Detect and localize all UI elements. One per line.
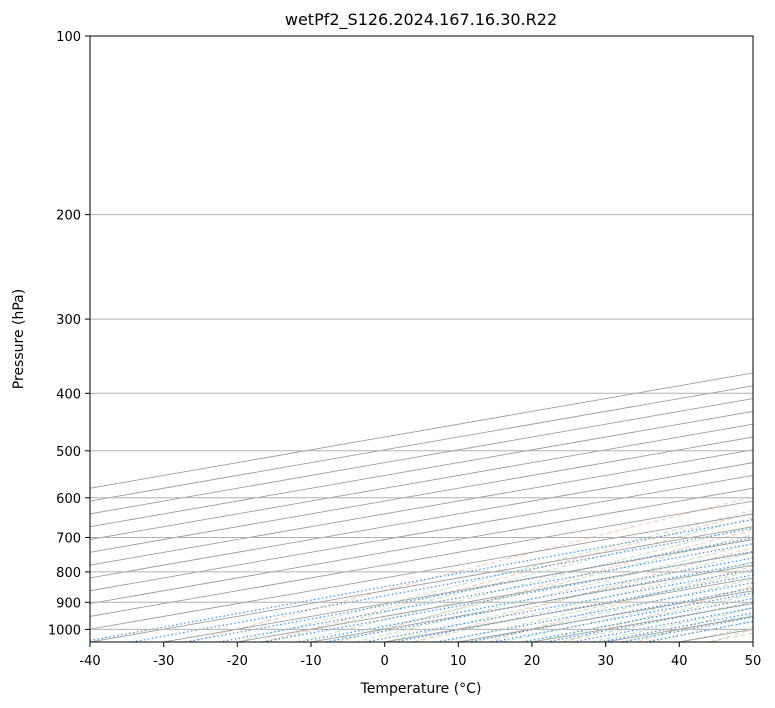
moist-adiabat [384, 552, 753, 642]
isotherms [90, 372, 753, 642]
isotherm-line [90, 372, 753, 489]
y-axis-ticks: 100 200 300 400 500 600 700 800 900 1000 [48, 30, 90, 638]
x-tick-label: -30 [153, 654, 174, 669]
dry-adiabat [338, 529, 753, 642]
isotherm-line [90, 398, 753, 515]
isotherm-line [163, 539, 753, 642]
mixing-ratio-line [521, 597, 753, 642]
x-tick-label: 20 [524, 654, 541, 669]
isotherm-line [90, 526, 753, 642]
isotherm-line [679, 628, 753, 642]
moist-adiabat [531, 594, 753, 642]
moist-adiabat [561, 601, 753, 642]
moist-adiabat [296, 525, 753, 642]
y-tick-label: 800 [56, 566, 81, 581]
moist-adiabat [413, 561, 753, 642]
isotherm-line [752, 641, 753, 642]
isotherm-line [90, 449, 753, 566]
mixing-ratio-line [645, 620, 753, 642]
dry-adiabat [188, 496, 753, 642]
mixing-ratio-line [599, 612, 753, 642]
moist-adiabat [679, 626, 753, 642]
isotherm-line [90, 436, 753, 553]
x-tick-label: 30 [597, 654, 614, 669]
y-tick-label: 900 [56, 596, 81, 611]
dry-adiabat [636, 606, 753, 642]
isotherm-line [384, 577, 753, 642]
x-tick-label: -20 [227, 654, 248, 669]
isotherm-line [90, 487, 753, 605]
isotherm-line [90, 474, 753, 592]
isotherm-line [310, 564, 753, 642]
dry-adiabat [487, 565, 753, 642]
y-tick-label: 600 [56, 492, 81, 507]
mixing-ratio-line [365, 569, 753, 642]
dry-adiabat [412, 547, 753, 642]
isotherm-line [458, 590, 753, 642]
mixing-ratio-line [90, 518, 753, 642]
mixing-ratio-line [325, 562, 753, 642]
mixing-ratio-lines [90, 518, 753, 642]
plot-frame [89, 35, 754, 643]
moist-adiabat [472, 578, 753, 642]
y-tick-label: 400 [56, 387, 81, 402]
y-tick-label: 500 [56, 445, 81, 460]
x-tick-label: 10 [450, 654, 467, 669]
isotherm-line [605, 615, 753, 642]
isotherm-line [90, 385, 753, 502]
isotherm-line [90, 410, 753, 528]
moist-adiabat [443, 570, 753, 642]
mixing-ratio-line [262, 550, 753, 642]
x-tick-label: 40 [671, 654, 688, 669]
moist-adiabat [237, 509, 753, 642]
y-tick-label: 200 [56, 209, 81, 224]
x-axis-label: Temperature (°C) [360, 681, 482, 697]
y-tick-label: 1000 [48, 623, 81, 638]
plot-area: -100-90-80-70-60-50-40-30-20-10010203040… [90, 36, 753, 642]
x-tick-label: -10 [300, 654, 321, 669]
y-tick-label: 300 [56, 313, 81, 328]
y-tick-label: 100 [56, 30, 81, 45]
x-tick-label: -40 [79, 654, 100, 669]
mixing-ratio-line [299, 557, 753, 642]
mixing-ratio-line [218, 543, 753, 642]
mixing-ratio-line [572, 607, 753, 642]
isotherm-line [90, 462, 753, 579]
pressure-gridlines [90, 36, 753, 630]
moist-adiabat [708, 632, 753, 642]
x-tick-label: 50 [745, 654, 762, 669]
moist-adiabat [266, 517, 753, 642]
chart-title: wetPf2_S126.2024.167.16.30.R22 [285, 10, 557, 30]
x-axis-ticks: -40 -30 -20 -10 0 10 20 30 40 50 [79, 642, 761, 669]
x-tick-label: 0 [381, 654, 389, 669]
isotherm-line [90, 500, 753, 617]
y-axis-label: Pressure (hPa) [11, 289, 27, 389]
y-tick-label: 700 [56, 532, 81, 547]
isotherm-line [90, 423, 753, 540]
isotherm-line [90, 513, 753, 630]
moist-adiabat [502, 586, 753, 642]
dry-adiabat [562, 585, 753, 642]
dry-adiabat [263, 512, 753, 642]
moist-adiabat [649, 620, 753, 642]
dry-adiabats [188, 496, 753, 642]
